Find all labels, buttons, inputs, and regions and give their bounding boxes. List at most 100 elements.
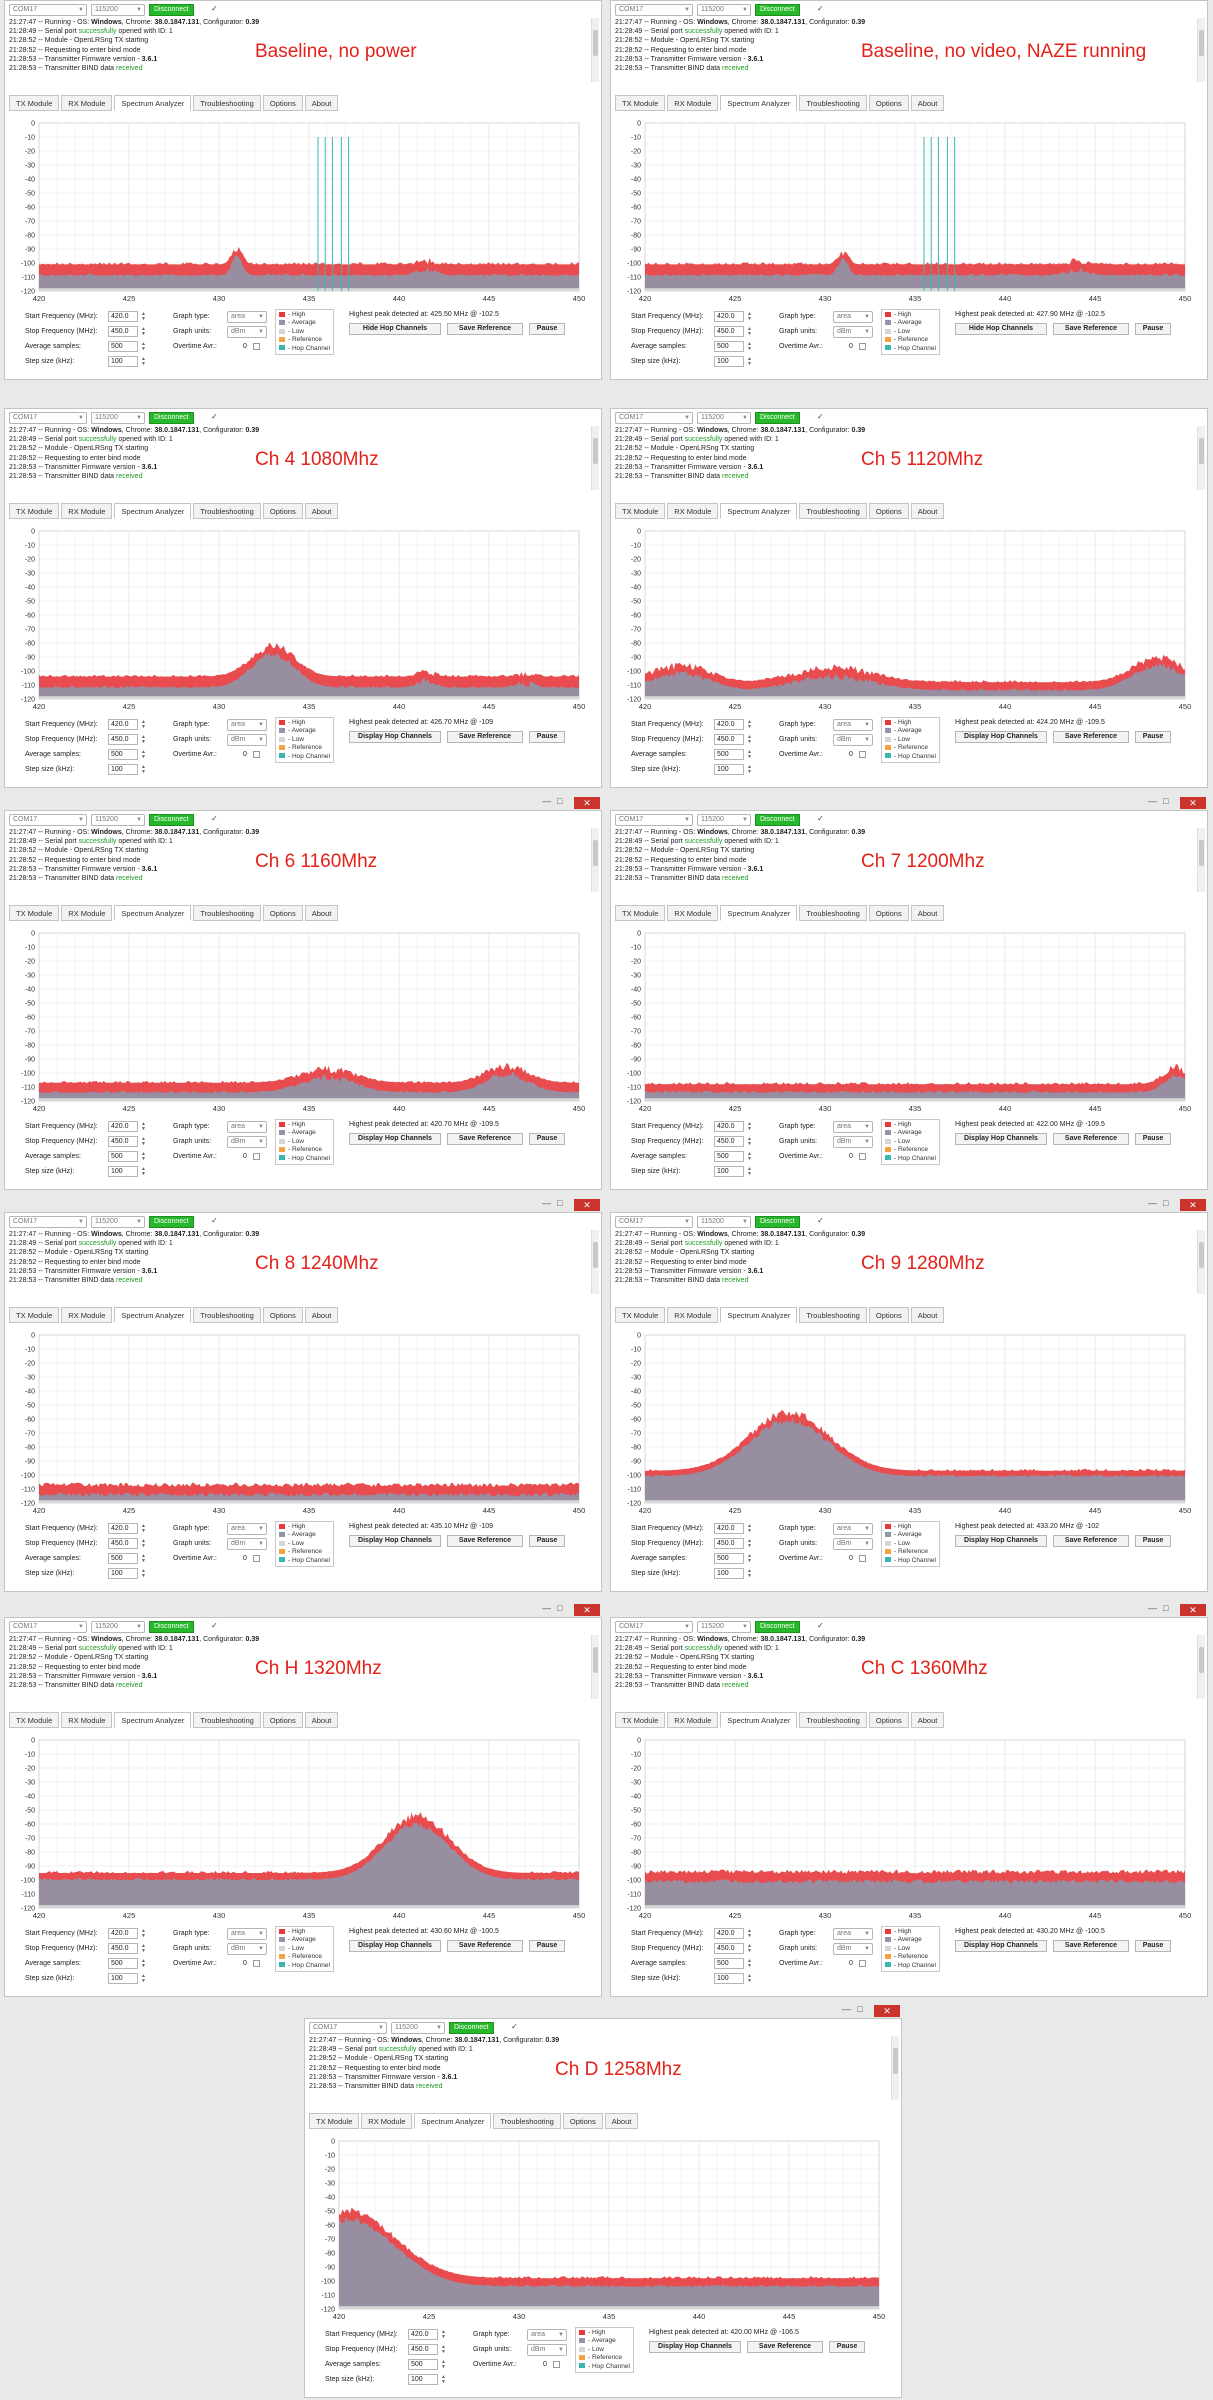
step-size-input[interactable]: 100 [108, 764, 138, 775]
graph-units-select[interactable]: dBm ▼ [833, 326, 873, 338]
maximize-icon[interactable]: □ [857, 2004, 863, 2014]
legend-item[interactable]: - Average [279, 1936, 330, 1944]
scrollbar-thumb[interactable] [593, 30, 598, 56]
spinner-icon[interactable]: ▲ ▼ [441, 2359, 446, 2370]
hop-channels-button[interactable]: Display Hop Channels [349, 1535, 441, 1547]
stop-frequency-input[interactable]: 450.0 [108, 1943, 138, 1954]
stop-frequency-input[interactable]: 450.0 [108, 734, 138, 745]
scrollbar-thumb[interactable] [1199, 840, 1204, 866]
spinner-icon[interactable]: ▲ ▼ [747, 341, 752, 352]
scrollbar-thumb[interactable] [593, 840, 598, 866]
disconnect-button[interactable]: Disconnect [755, 1621, 800, 1633]
port-select[interactable]: COM17 ▼ [9, 1216, 87, 1228]
tab-about[interactable]: About [304, 905, 339, 921]
auto-connect-checkmark[interactable]: ✓ [211, 412, 218, 421]
overtime-average-checkbox[interactable] [253, 1153, 260, 1160]
scrollbar-thumb[interactable] [1199, 1242, 1204, 1268]
baud-select[interactable]: 115200 ▼ [391, 2022, 445, 2034]
tab-troubleshooting[interactable]: Troubleshooting [799, 503, 867, 519]
maximize-icon[interactable]: □ [557, 1603, 563, 1613]
maximize-icon[interactable]: □ [1163, 1198, 1169, 1208]
scrollbar-thumb[interactable] [893, 2048, 898, 2074]
auto-connect-checkmark[interactable]: ✓ [817, 412, 824, 421]
tab-spectrum-analyzer[interactable]: Spectrum Analyzer [114, 905, 192, 921]
graph-type-select[interactable]: area ▼ [833, 719, 873, 731]
average-samples-input[interactable]: 500 [714, 341, 744, 352]
tab-options[interactable]: Options [262, 1712, 303, 1728]
tab-about[interactable]: About [304, 503, 339, 519]
close-icon[interactable]: ✕ [1180, 1604, 1206, 1616]
auto-connect-checkmark[interactable]: ✓ [511, 2022, 518, 2031]
spinner-icon[interactable]: ▲ ▼ [141, 1958, 146, 1969]
tab-spectrum-analyzer[interactable]: Spectrum Analyzer [114, 503, 192, 519]
spinner-icon[interactable]: ▲ ▼ [747, 734, 752, 745]
minimize-icon[interactable]: — [542, 796, 551, 806]
disconnect-button[interactable]: Disconnect [149, 4, 194, 16]
close-icon[interactable]: ✕ [574, 1199, 600, 1211]
pause-button[interactable]: Pause [1135, 1133, 1171, 1145]
stop-frequency-input[interactable]: 450.0 [714, 1538, 744, 1549]
legend-item[interactable]: - Low [885, 1540, 936, 1548]
auto-connect-checkmark[interactable]: ✓ [211, 814, 218, 823]
legend-item[interactable]: - Reference [885, 1548, 936, 1556]
graph-type-select[interactable]: area ▼ [227, 1928, 267, 1940]
save-reference-button[interactable]: Save Reference [1053, 1940, 1129, 1952]
tab-rx-module[interactable]: RX Module [667, 503, 719, 519]
tab-rx-module[interactable]: RX Module [61, 905, 113, 921]
graph-units-select[interactable]: dBm ▼ [227, 1538, 267, 1550]
disconnect-button[interactable]: Disconnect [755, 412, 800, 424]
port-select[interactable]: COM17 ▼ [309, 2022, 387, 2034]
spinner-icon[interactable]: ▲ ▼ [441, 2344, 446, 2355]
tab-rx-module[interactable]: RX Module [361, 2113, 413, 2129]
graph-type-select[interactable]: area ▼ [833, 1121, 873, 1133]
start-frequency-input[interactable]: 420.0 [108, 1523, 138, 1534]
auto-connect-checkmark[interactable]: ✓ [211, 4, 218, 13]
tab-options[interactable]: Options [262, 1307, 303, 1323]
auto-connect-checkmark[interactable]: ✓ [817, 4, 824, 13]
tab-tx-module[interactable]: TX Module [9, 95, 60, 111]
stop-frequency-input[interactable]: 450.0 [108, 326, 138, 337]
legend-item[interactable]: - High [885, 1523, 936, 1531]
port-select[interactable]: COM17 ▼ [615, 814, 693, 826]
graph-units-select[interactable]: dBm ▼ [833, 1538, 873, 1550]
tab-rx-module[interactable]: RX Module [61, 95, 113, 111]
average-samples-input[interactable]: 500 [714, 1553, 744, 1564]
spinner-icon[interactable]: ▲ ▼ [747, 764, 752, 775]
log-scrollbar[interactable] [1197, 18, 1205, 82]
tab-troubleshooting[interactable]: Troubleshooting [799, 95, 867, 111]
average-samples-input[interactable]: 500 [108, 341, 138, 352]
auto-connect-checkmark[interactable]: ✓ [817, 814, 824, 823]
spinner-icon[interactable]: ▲ ▼ [747, 1151, 752, 1162]
port-select[interactable]: COM17 ▼ [615, 1621, 693, 1633]
spinner-icon[interactable]: ▲ ▼ [141, 1538, 146, 1549]
graph-type-select[interactable]: area ▼ [833, 311, 873, 323]
legend-item[interactable]: - Hop Channel [279, 1962, 330, 1970]
legend-item[interactable]: - High [279, 1928, 330, 1936]
tab-spectrum-analyzer[interactable]: Spectrum Analyzer [114, 1307, 192, 1323]
legend-item[interactable]: - Low [279, 328, 330, 336]
tab-options[interactable]: Options [868, 95, 909, 111]
spinner-icon[interactable]: ▲ ▼ [747, 326, 752, 337]
auto-connect-checkmark[interactable]: ✓ [211, 1621, 218, 1630]
save-reference-button[interactable]: Save Reference [1053, 323, 1129, 335]
legend-item[interactable]: - Low [885, 1138, 936, 1146]
log-scrollbar[interactable] [591, 18, 599, 82]
tab-options[interactable]: Options [868, 905, 909, 921]
save-reference-button[interactable]: Save Reference [447, 731, 523, 743]
graph-type-select[interactable]: area ▼ [833, 1928, 873, 1940]
baud-select[interactable]: 115200 ▼ [697, 412, 751, 424]
start-frequency-input[interactable]: 420.0 [108, 719, 138, 730]
legend-item[interactable]: - High [579, 2329, 630, 2337]
spinner-icon[interactable]: ▲ ▼ [747, 1166, 752, 1177]
graph-units-select[interactable]: dBm ▼ [227, 1136, 267, 1148]
log-scrollbar[interactable] [591, 1635, 599, 1699]
save-reference-button[interactable]: Save Reference [447, 323, 523, 335]
overtime-average-checkbox[interactable] [253, 1960, 260, 1967]
port-select[interactable]: COM17 ▼ [9, 412, 87, 424]
spinner-icon[interactable]: ▲ ▼ [141, 719, 146, 730]
maximize-icon[interactable]: □ [1163, 796, 1169, 806]
minimize-icon[interactable]: — [1148, 1198, 1157, 1208]
spinner-icon[interactable]: ▲ ▼ [141, 1166, 146, 1177]
tab-rx-module[interactable]: RX Module [667, 1712, 719, 1728]
graph-type-select[interactable]: area ▼ [227, 1523, 267, 1535]
